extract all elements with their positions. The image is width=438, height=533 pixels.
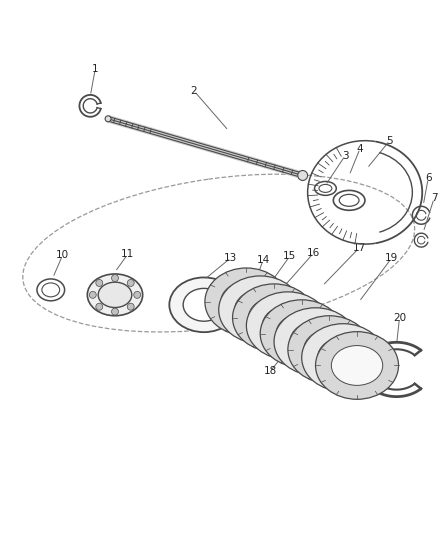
Ellipse shape	[246, 292, 328, 360]
Ellipse shape	[273, 308, 356, 375]
Text: 1: 1	[92, 64, 98, 74]
Text: 15: 15	[283, 251, 296, 261]
Circle shape	[95, 303, 102, 310]
Ellipse shape	[317, 337, 368, 377]
Ellipse shape	[234, 290, 285, 330]
Text: 10: 10	[56, 250, 69, 260]
Ellipse shape	[261, 306, 313, 345]
Ellipse shape	[315, 332, 398, 399]
Text: 16: 16	[306, 248, 319, 258]
Text: 13: 13	[223, 253, 237, 263]
Circle shape	[111, 308, 118, 315]
Ellipse shape	[287, 316, 370, 383]
Ellipse shape	[276, 314, 327, 353]
Ellipse shape	[248, 298, 299, 337]
Text: 11: 11	[121, 249, 134, 259]
Text: 3: 3	[341, 151, 348, 160]
Circle shape	[134, 292, 140, 298]
Circle shape	[127, 279, 134, 286]
Ellipse shape	[218, 276, 301, 344]
Text: 5: 5	[385, 136, 392, 146]
Text: 14: 14	[256, 255, 269, 265]
Ellipse shape	[331, 345, 382, 385]
Circle shape	[89, 292, 96, 298]
Ellipse shape	[301, 324, 384, 391]
Text: 4: 4	[356, 143, 363, 154]
Circle shape	[127, 303, 134, 310]
Ellipse shape	[87, 274, 142, 316]
Text: 17: 17	[352, 243, 365, 253]
Ellipse shape	[232, 284, 315, 352]
Ellipse shape	[169, 278, 238, 332]
Text: 19: 19	[384, 253, 397, 263]
Text: 2: 2	[190, 86, 197, 96]
Text: 6: 6	[424, 173, 431, 183]
Circle shape	[297, 171, 307, 181]
Circle shape	[111, 274, 118, 281]
Text: 20: 20	[392, 313, 405, 323]
Text: 7: 7	[430, 193, 436, 204]
Text: 18: 18	[263, 367, 276, 376]
Circle shape	[105, 116, 111, 122]
Ellipse shape	[289, 322, 340, 361]
Ellipse shape	[303, 330, 354, 369]
Ellipse shape	[220, 282, 272, 322]
Ellipse shape	[183, 288, 224, 321]
Ellipse shape	[260, 300, 343, 367]
Ellipse shape	[205, 268, 287, 336]
Ellipse shape	[98, 282, 131, 308]
Circle shape	[95, 279, 102, 286]
